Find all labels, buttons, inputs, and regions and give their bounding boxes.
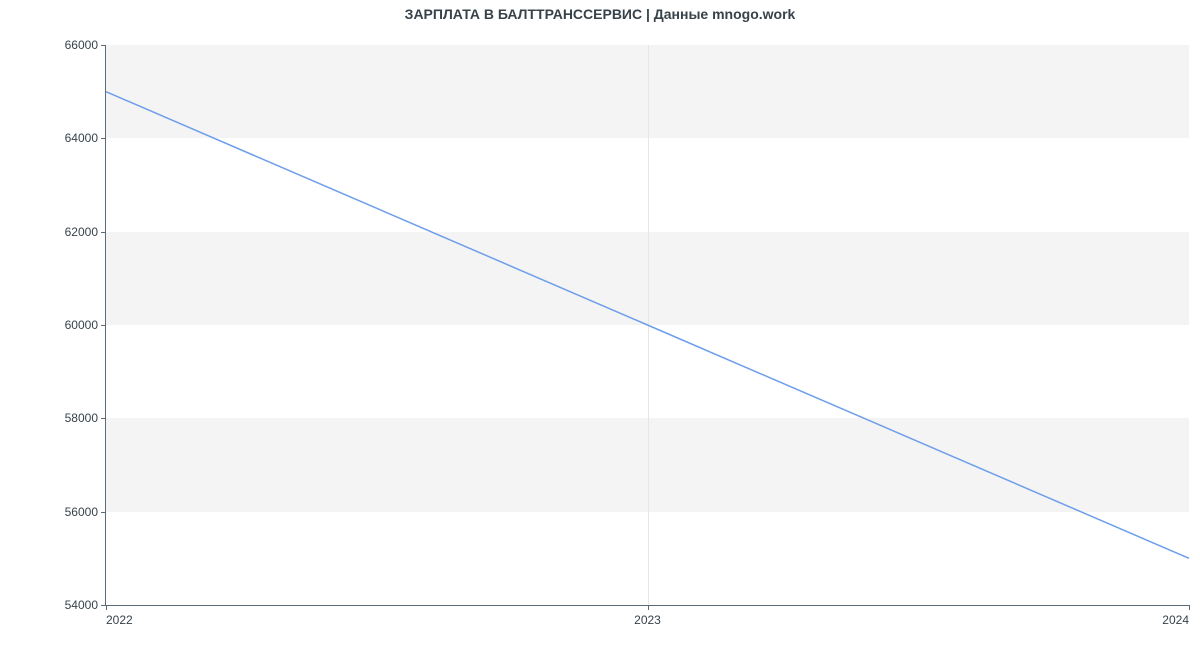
x-axis-label: 2022 (106, 613, 133, 627)
chart-title: ЗАРПЛАТА В БАЛТТРАНССЕРВИС | Данные mnog… (0, 6, 1200, 22)
y-axis-label: 58000 (65, 411, 98, 425)
y-axis-label: 62000 (65, 225, 98, 239)
y-tick (101, 232, 106, 233)
y-axis-label: 64000 (65, 131, 98, 145)
x-axis-label: 2023 (634, 613, 661, 627)
x-tick (648, 605, 649, 610)
series-line (106, 92, 1189, 559)
y-axis-label: 54000 (65, 598, 98, 612)
y-tick (101, 45, 106, 46)
y-tick (101, 512, 106, 513)
y-tick (101, 325, 106, 326)
y-axis-label: 60000 (65, 318, 98, 332)
y-axis-label: 56000 (65, 505, 98, 519)
x-axis-label: 2024 (1162, 613, 1189, 627)
y-axis-label: 66000 (65, 38, 98, 52)
plot-area: 2022202320245400056000580006000062000640… (105, 45, 1189, 606)
line-layer (106, 45, 1189, 605)
x-tick (106, 605, 107, 610)
x-tick (1189, 605, 1190, 610)
y-tick (101, 138, 106, 139)
salary-line-chart: ЗАРПЛАТА В БАЛТТРАНССЕРВИС | Данные mnog… (0, 0, 1200, 650)
y-tick (101, 605, 106, 606)
y-tick (101, 418, 106, 419)
